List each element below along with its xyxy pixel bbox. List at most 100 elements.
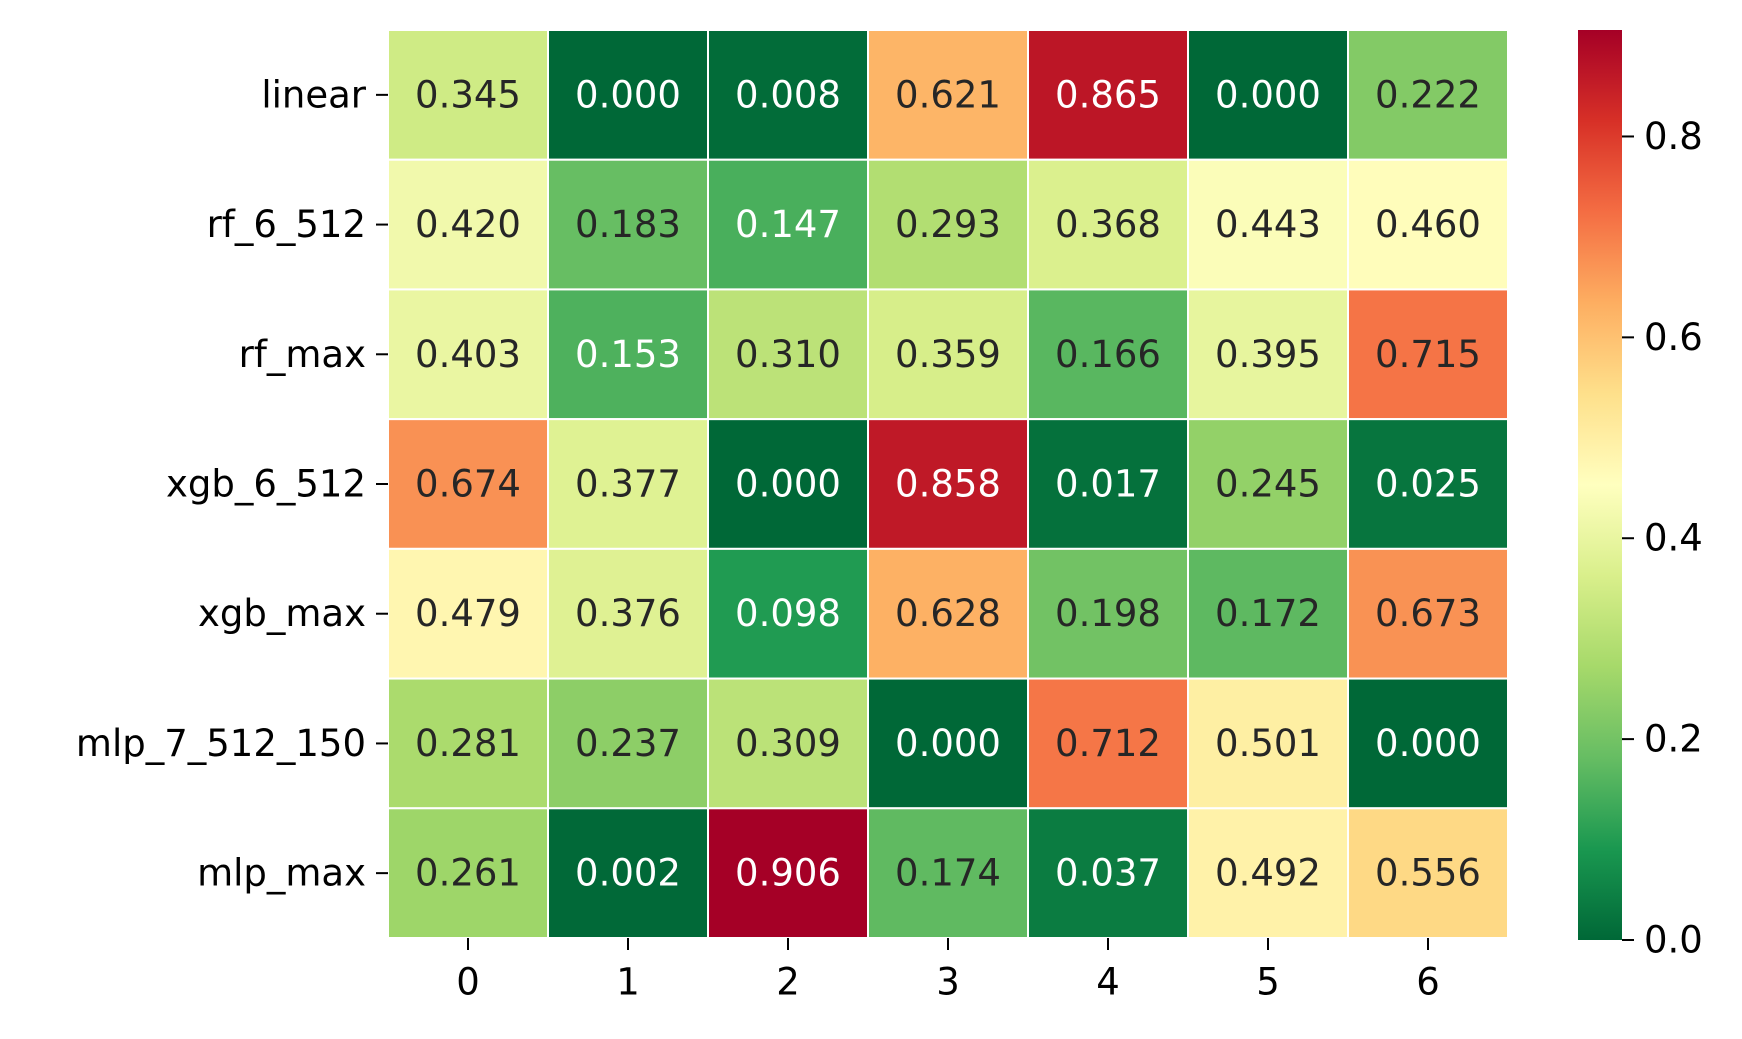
heatmap-cell [707, 547, 869, 680]
heatmap-cell [1187, 418, 1349, 550]
heatmap-cell [867, 418, 1029, 550]
cell-value-label: 0.000 [1375, 722, 1481, 765]
cell-value-label: 0.673 [1375, 592, 1481, 635]
cell-value-label: 0.008 [735, 73, 841, 116]
x-tick-label: 5 [1256, 961, 1280, 1004]
heatmap-cell [387, 677, 549, 810]
cell-value-label: 0.198 [1055, 592, 1161, 635]
cell-value-label: 0.309 [735, 722, 841, 765]
heatmap-cell [1027, 158, 1189, 291]
heatmap-cell [867, 29, 1029, 161]
heatmap-cell [1187, 288, 1349, 421]
heatmap-cell [1027, 677, 1189, 810]
cell-value-label: 0.443 [1215, 203, 1321, 246]
x-tick-label: 4 [1096, 961, 1120, 1004]
heatmap-cell [1027, 807, 1189, 939]
y-tick-label: xgb_max [198, 592, 366, 635]
heatmap-value-labels: 0.345 0.000 0.008 0.621 0.865 0.000 0.222 0.420… [415, 73, 1481, 894]
cell-value-label: 0.172 [1215, 592, 1321, 635]
cell-value-label: 0.359 [895, 333, 1001, 376]
cell-value-label: 0.906 [735, 852, 841, 895]
heatmap-cell [387, 29, 549, 161]
heatmap-cell [547, 29, 709, 161]
heatmap-cell [1347, 158, 1509, 291]
cell-value-label: 0.858 [895, 463, 1001, 506]
cell-value-label: 0.377 [575, 463, 681, 506]
y-tick-label: linear [261, 73, 366, 116]
cell-value-label: 0.147 [735, 203, 841, 246]
heatmap-cell [867, 677, 1029, 810]
x-tick-label: 6 [1416, 961, 1440, 1004]
heatmap-cell [707, 158, 869, 291]
cell-value-label: 0.479 [415, 592, 521, 635]
colorbar: 0.0 0.2 0.4 0.6 0.8 [1578, 30, 1703, 962]
cell-value-label: 0.403 [415, 333, 521, 376]
x-tick-label: 0 [456, 961, 480, 1004]
heatmap-cell [547, 677, 709, 810]
cell-value-label: 0.174 [895, 852, 1001, 895]
cell-value-label: 0.002 [575, 852, 681, 895]
cell-value-label: 0.345 [415, 73, 521, 116]
cell-value-label: 0.000 [575, 73, 681, 116]
heatmap-cell [1347, 547, 1509, 680]
cell-value-label: 0.166 [1055, 333, 1161, 376]
cell-value-label: 0.017 [1055, 463, 1161, 506]
heatmap-cell [1187, 29, 1349, 161]
cell-value-label: 0.293 [895, 203, 1001, 246]
heatmap-cell [547, 418, 709, 550]
heatmap-cell [867, 288, 1029, 421]
cell-value-label: 0.556 [1375, 852, 1481, 895]
heatmap-cells [387, 29, 1509, 939]
heatmap-cell [387, 547, 549, 680]
y-axis: linear rf_6_512 rf_max xgb_6_512 xgb_max mlp_… [76, 73, 388, 895]
x-tick-label: 3 [936, 961, 960, 1004]
colorbar-tick-label: 0.6 [1644, 316, 1703, 359]
heatmap-cell [707, 677, 869, 810]
cell-value-label: 0.715 [1375, 333, 1481, 376]
colorbar-tick-label: 0.0 [1644, 919, 1703, 962]
x-tick-label: 1 [616, 961, 640, 1004]
y-tick-label: mlp_max [197, 852, 366, 895]
cell-value-label: 0.025 [1375, 463, 1481, 506]
cell-value-label: 0.492 [1215, 852, 1321, 895]
cell-value-label: 0.621 [895, 73, 1001, 116]
heatmap-cell [867, 807, 1029, 939]
y-tick-label: rf_max [239, 333, 366, 376]
cell-value-label: 0.237 [575, 722, 681, 765]
cell-value-label: 0.000 [735, 463, 841, 506]
heatmap-cell [1187, 807, 1349, 939]
heatmap-cell [547, 288, 709, 421]
heatmap-cell [707, 288, 869, 421]
heatmap-cell [1347, 807, 1509, 939]
y-tick-label: rf_6_512 [207, 203, 366, 246]
cell-value-label: 0.460 [1375, 203, 1481, 246]
colorbar-tick-label: 0.2 [1644, 718, 1703, 761]
heatmap-cell [1347, 677, 1509, 810]
cell-value-label: 0.310 [735, 333, 841, 376]
colorbar-tick-label: 0.8 [1644, 115, 1703, 158]
heatmap-cell [707, 29, 869, 161]
heatmap-cell [707, 807, 869, 939]
cell-value-label: 0.222 [1375, 73, 1481, 116]
y-tick-label: mlp_7_512_150 [76, 722, 366, 765]
cell-value-label: 0.674 [415, 463, 521, 506]
cell-value-label: 0.368 [1055, 203, 1161, 246]
heatmap-cell [1027, 288, 1189, 421]
x-tick-label: 2 [776, 961, 800, 1004]
colorbar-tick-label: 0.4 [1644, 517, 1703, 560]
heatmap-cell [1347, 418, 1509, 550]
y-tick-label: xgb_6_512 [166, 463, 366, 506]
cell-value-label: 0.712 [1055, 722, 1161, 765]
cell-value-label: 0.261 [415, 852, 521, 895]
cell-value-label: 0.501 [1215, 722, 1321, 765]
colorbar-gradient [1578, 30, 1622, 940]
cell-value-label: 0.395 [1215, 333, 1321, 376]
x-axis: 0 1 2 3 4 5 6 [456, 938, 1440, 1004]
cell-value-label: 0.037 [1055, 852, 1161, 895]
cell-value-label: 0.376 [575, 592, 681, 635]
cell-value-label: 0.420 [415, 203, 521, 246]
cell-value-label: 0.000 [1215, 73, 1321, 116]
heatmap-cell [1347, 288, 1509, 421]
